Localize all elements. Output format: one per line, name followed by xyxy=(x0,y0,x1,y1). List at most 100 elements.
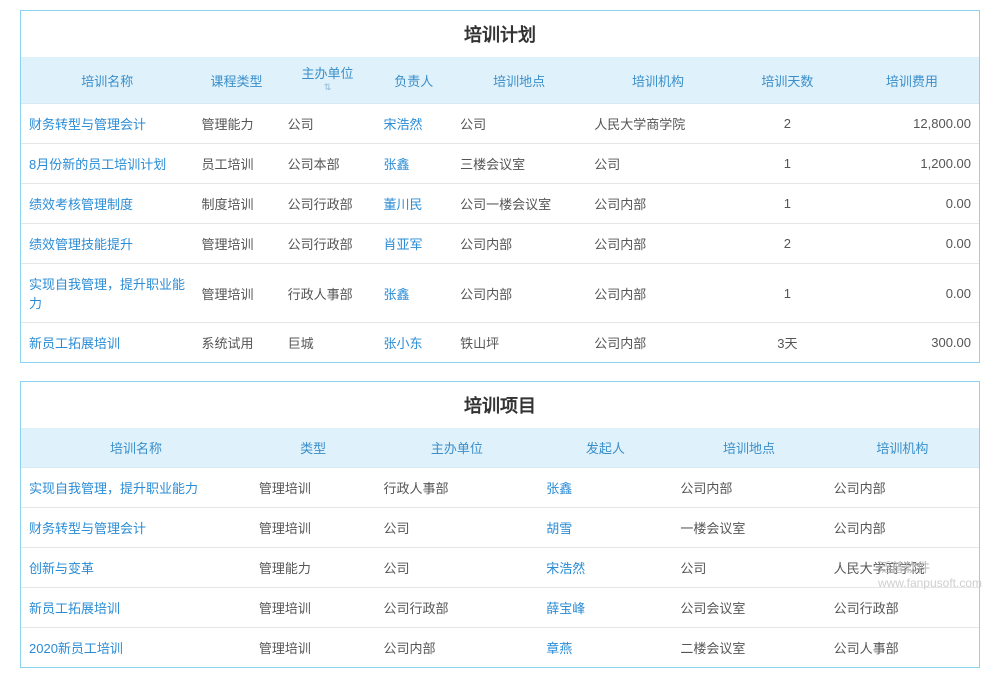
cell-cost: 0.00 xyxy=(845,184,979,224)
owner-link[interactable]: 张鑫 xyxy=(375,144,452,184)
training-name-link[interactable]: 创新与变革 xyxy=(21,548,251,588)
training-name-link[interactable]: 2020新员工培训 xyxy=(21,628,251,668)
owner-link[interactable]: 张鑫 xyxy=(375,264,452,323)
cell-host: 行政人事部 xyxy=(280,264,376,323)
owner-link[interactable]: 董川民 xyxy=(375,184,452,224)
table-row: 绩效考核管理制度制度培训公司行政部董川民公司一楼会议室公司内部10.00 xyxy=(21,184,979,224)
cell-host: 公司本部 xyxy=(280,144,376,184)
owner-link[interactable]: 宋浩然 xyxy=(375,104,452,144)
cell-host: 公司 xyxy=(280,104,376,144)
cell-host: 公司内部 xyxy=(375,628,538,668)
training-plan-title: 培训计划 xyxy=(21,11,979,57)
training-name-link[interactable]: 实现自我管理，提升职业能力 xyxy=(21,468,251,508)
table-row: 新员工拓展培训管理培训公司行政部薛宝峰公司会议室公司行政部 xyxy=(21,588,979,628)
column-header[interactable]: 发起人 xyxy=(538,428,672,468)
cell-host: 行政人事部 xyxy=(375,468,538,508)
owner-link[interactable]: 胡雪 xyxy=(538,508,672,548)
table-row: 绩效管理技能提升管理培训公司行政部肖亚军公司内部公司内部20.00 xyxy=(21,224,979,264)
cell-type: 管理培训 xyxy=(251,628,376,668)
cell-type: 员工培训 xyxy=(193,144,279,184)
cell-place: 二楼会议室 xyxy=(672,628,825,668)
cell-cost: 300.00 xyxy=(845,323,979,363)
column-header[interactable]: 培训名称 xyxy=(21,428,251,468)
column-header[interactable]: 主办单位 xyxy=(375,428,538,468)
cell-place: 公司会议室 xyxy=(672,588,825,628)
column-header[interactable]: 培训费用 xyxy=(845,57,979,104)
owner-link[interactable]: 肖亚军 xyxy=(375,224,452,264)
cell-host: 公司 xyxy=(375,548,538,588)
table-row: 财务转型与管理会计管理能力公司宋浩然公司人民大学商学院212,800.00 xyxy=(21,104,979,144)
training-name-link[interactable]: 实现自我管理，提升职业能力 xyxy=(21,264,193,323)
column-header[interactable]: 培训地点 xyxy=(452,57,586,104)
cell-host: 巨城 xyxy=(280,323,376,363)
cell-type: 系统试用 xyxy=(193,323,279,363)
cell-days: 1 xyxy=(730,264,845,323)
cell-days: 1 xyxy=(730,144,845,184)
cell-cost: 0.00 xyxy=(845,224,979,264)
sort-icon[interactable]: ⇅ xyxy=(302,83,354,93)
column-header[interactable]: 培训机构 xyxy=(586,57,730,104)
training-name-link[interactable]: 8月份新的员工培训计划 xyxy=(21,144,193,184)
training-name-link[interactable]: 绩效考核管理制度 xyxy=(21,184,193,224)
table-header-row: 培训名称类型主办单位发起人培训地点培训机构 xyxy=(21,428,979,468)
training-name-link[interactable]: 新员工拓展培训 xyxy=(21,323,193,363)
cell-place: 公司内部 xyxy=(452,264,586,323)
cell-host: 公司行政部 xyxy=(375,588,538,628)
column-header[interactable]: 负责人 xyxy=(375,57,452,104)
column-header[interactable]: 主办单位⇅ xyxy=(280,57,376,104)
cell-days: 2 xyxy=(730,104,845,144)
cell-type: 管理培训 xyxy=(251,468,376,508)
table-row: 新员工拓展培训系统试用巨城张小东铁山坪公司内部3天300.00 xyxy=(21,323,979,363)
training-name-link[interactable]: 新员工拓展培训 xyxy=(21,588,251,628)
cell-org: 公司内部 xyxy=(826,508,979,548)
column-header[interactable]: 培训机构 xyxy=(826,428,979,468)
cell-org: 公司内部 xyxy=(586,184,730,224)
owner-link[interactable]: 张鑫 xyxy=(538,468,672,508)
cell-type: 管理培训 xyxy=(193,264,279,323)
owner-link[interactable]: 张小东 xyxy=(375,323,452,363)
column-header[interactable]: 培训名称 xyxy=(21,57,193,104)
cell-org: 公司 xyxy=(586,144,730,184)
cell-cost: 12,800.00 xyxy=(845,104,979,144)
cell-type: 管理培训 xyxy=(193,224,279,264)
column-header[interactable]: 类型 xyxy=(251,428,376,468)
training-name-link[interactable]: 财务转型与管理会计 xyxy=(21,508,251,548)
cell-days: 2 xyxy=(730,224,845,264)
table-row: 8月份新的员工培训计划员工培训公司本部张鑫三楼会议室公司11,200.00 xyxy=(21,144,979,184)
cell-place: 公司 xyxy=(452,104,586,144)
cell-org: 人民大学商学院 xyxy=(586,104,730,144)
cell-org: 公司内部 xyxy=(826,468,979,508)
owner-link[interactable]: 章燕 xyxy=(538,628,672,668)
owner-link[interactable]: 薛宝峰 xyxy=(538,588,672,628)
cell-type: 管理能力 xyxy=(251,548,376,588)
table-row: 创新与变革管理能力公司宋浩然公司人民大学商学院 xyxy=(21,548,979,588)
cell-org: 公司人事部 xyxy=(826,628,979,668)
training-project-title: 培训项目 xyxy=(21,382,979,428)
cell-days: 3天 xyxy=(730,323,845,363)
training-project-table: 培训名称类型主办单位发起人培训地点培训机构 实现自我管理，提升职业能力管理培训行… xyxy=(21,428,979,667)
column-header[interactable]: 培训地点 xyxy=(672,428,825,468)
cell-place: 一楼会议室 xyxy=(672,508,825,548)
cell-place: 铁山坪 xyxy=(452,323,586,363)
table-row: 实现自我管理，提升职业能力管理培训行政人事部张鑫公司内部公司内部 xyxy=(21,468,979,508)
cell-cost: 1,200.00 xyxy=(845,144,979,184)
column-header[interactable]: 课程类型 xyxy=(193,57,279,104)
cell-host: 公司行政部 xyxy=(280,224,376,264)
table-row: 实现自我管理，提升职业能力管理培训行政人事部张鑫公司内部公司内部10.00 xyxy=(21,264,979,323)
cell-host: 公司行政部 xyxy=(280,184,376,224)
training-plan-table: 培训名称课程类型主办单位⇅负责人培训地点培训机构培训天数培训费用 财务转型与管理… xyxy=(21,57,979,362)
cell-place: 公司内部 xyxy=(452,224,586,264)
training-name-link[interactable]: 绩效管理技能提升 xyxy=(21,224,193,264)
cell-days: 1 xyxy=(730,184,845,224)
cell-place: 公司 xyxy=(672,548,825,588)
cell-type: 管理培训 xyxy=(251,588,376,628)
column-header[interactable]: 培训天数 xyxy=(730,57,845,104)
cell-org: 人民大学商学院 xyxy=(826,548,979,588)
cell-org: 公司内部 xyxy=(586,224,730,264)
training-name-link[interactable]: 财务转型与管理会计 xyxy=(21,104,193,144)
table-row: 财务转型与管理会计管理培训公司胡雪一楼会议室公司内部 xyxy=(21,508,979,548)
owner-link[interactable]: 宋浩然 xyxy=(538,548,672,588)
cell-org: 公司内部 xyxy=(586,323,730,363)
cell-cost: 0.00 xyxy=(845,264,979,323)
cell-place: 公司内部 xyxy=(672,468,825,508)
